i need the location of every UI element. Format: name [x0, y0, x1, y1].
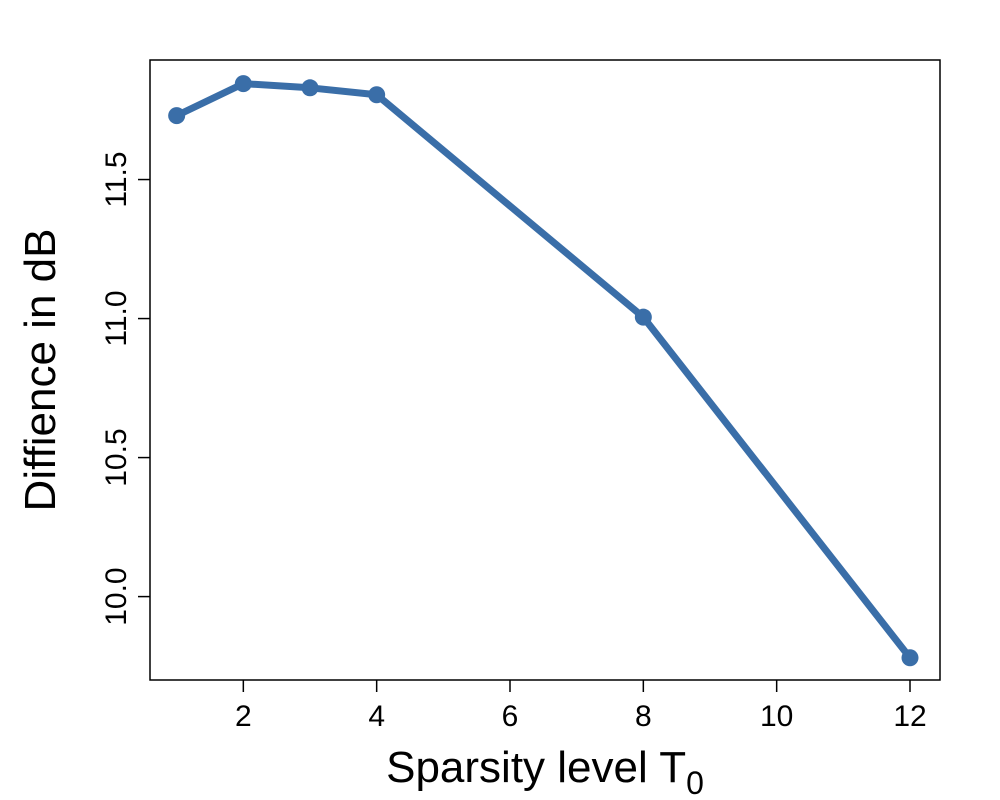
x-tick-label: 10: [760, 700, 793, 733]
y-axis-title: Diffience in dB: [16, 229, 65, 512]
x-tick-label: 8: [635, 700, 652, 733]
data-point: [168, 107, 186, 125]
data-point: [901, 649, 919, 667]
y-tick-label: 10.0: [100, 567, 133, 625]
x-tick-label: 6: [502, 700, 519, 733]
x-axis-title-subscript: 0: [686, 765, 704, 800]
series-line: [173, 80, 914, 662]
data-point: [301, 79, 319, 97]
data-point: [634, 308, 652, 326]
x-tick-label: 4: [368, 700, 385, 733]
data-point: [234, 75, 252, 93]
y-axis: 10.0 10.5 11.0 11.5: [100, 151, 150, 626]
x-tick-label: 2: [235, 700, 252, 733]
data-point: [368, 86, 386, 104]
x-axis: 2 4 6 8 10 12: [235, 680, 927, 733]
y-tick-label: 11.5: [100, 151, 133, 207]
x-axis-title-main: Sparsity level T: [386, 743, 686, 792]
x-tick-label: 12: [893, 700, 926, 733]
plot-frame: [149, 59, 941, 681]
y-tick-label: 10.5: [100, 428, 133, 486]
series-layer: [168, 75, 919, 667]
x-axis-title: Sparsity level T0: [386, 743, 704, 800]
y-tick-label: 11.0: [100, 290, 133, 346]
